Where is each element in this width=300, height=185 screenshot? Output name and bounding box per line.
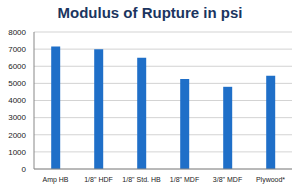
svg-text:2000: 2000 <box>8 131 26 140</box>
svg-text:1/8" Std. HB: 1/8" Std. HB <box>122 176 161 183</box>
svg-text:1/8" HDF: 1/8" HDF <box>84 176 113 183</box>
svg-text:3000: 3000 <box>8 113 26 122</box>
html-text:Modulus of Rupture in psi: Modulus of Rupture in psi <box>57 4 243 21</box>
svg-text:4000: 4000 <box>8 96 26 105</box>
svg-text:8000: 8000 <box>8 28 26 37</box>
svg-text:3/8" MDF: 3/8" MDF <box>213 176 242 183</box>
svg-text:1/8" MDF: 1/8" MDF <box>170 176 199 183</box>
svg-text:0: 0 <box>22 165 27 174</box>
svg-text:6000: 6000 <box>8 62 26 71</box>
svg-text:Plywood*: Plywood* <box>256 176 285 184</box>
svg-text:1000: 1000 <box>8 148 26 157</box>
svg-text:7000: 7000 <box>8 45 26 54</box>
svg-text:Amp HB: Amp HB <box>42 176 68 184</box>
svg-text:5000: 5000 <box>8 79 26 88</box>
